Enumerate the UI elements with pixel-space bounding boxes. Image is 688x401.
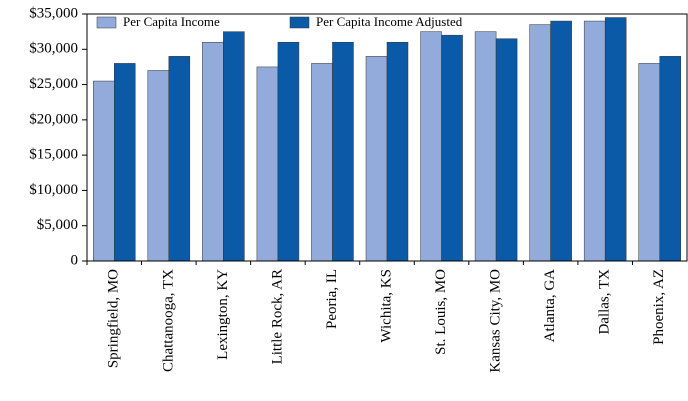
x-tick-label: Little Rock, AR [269, 269, 285, 364]
y-tick-label: 0 [71, 252, 79, 268]
bar [114, 63, 136, 262]
bar [495, 38, 518, 262]
bar [311, 63, 333, 262]
x-tick-label: Peoria, IL [324, 269, 340, 329]
bar [583, 20, 606, 262]
plot-frame [86, 13, 688, 262]
bar [277, 41, 300, 262]
y-tick-label: $15,000 [29, 147, 78, 163]
bar [529, 24, 551, 262]
bar [474, 31, 497, 262]
legend-label: Per Capita Income [123, 14, 220, 29]
y-tick-label: $5,000 [37, 217, 78, 233]
legend-swatch [96, 16, 117, 29]
x-tick-label: Chattanooga, TX [160, 269, 176, 372]
x-tick-label: Kansas City, MO [488, 269, 504, 373]
y-tick-label: $35,000 [29, 5, 78, 21]
y-tick-label: $30,000 [29, 41, 78, 57]
y-tick-label: $20,000 [29, 111, 78, 127]
x-tick-label: Springfield, MO [106, 269, 122, 368]
y-tick-label: $25,000 [29, 76, 78, 92]
legend-swatch [289, 16, 310, 29]
bar [147, 70, 170, 262]
bar [256, 66, 279, 262]
bar [332, 41, 354, 262]
x-tick-label: St. Louis, MO [433, 269, 449, 355]
legend-label: Per Capita Income Adjusted [316, 14, 463, 29]
x-tick-label: Lexington, KY [215, 269, 231, 360]
x-tick-label: Dallas, TX [597, 269, 613, 335]
bar [604, 17, 627, 262]
y-tick-label: $10,000 [29, 182, 78, 198]
bar [386, 41, 409, 262]
bar [420, 31, 442, 262]
bar [223, 31, 245, 262]
x-tick-label: Wichita, KS [378, 269, 394, 343]
bar [441, 34, 463, 262]
bar [202, 41, 224, 262]
bar [168, 56, 191, 262]
x-tick-label: Atlanta, GA [542, 269, 558, 342]
bar [638, 63, 660, 262]
bar [659, 56, 681, 262]
bar [93, 80, 115, 262]
bar [365, 56, 388, 262]
x-tick-label: Phoenix, AZ [651, 269, 667, 345]
bar [550, 20, 572, 262]
